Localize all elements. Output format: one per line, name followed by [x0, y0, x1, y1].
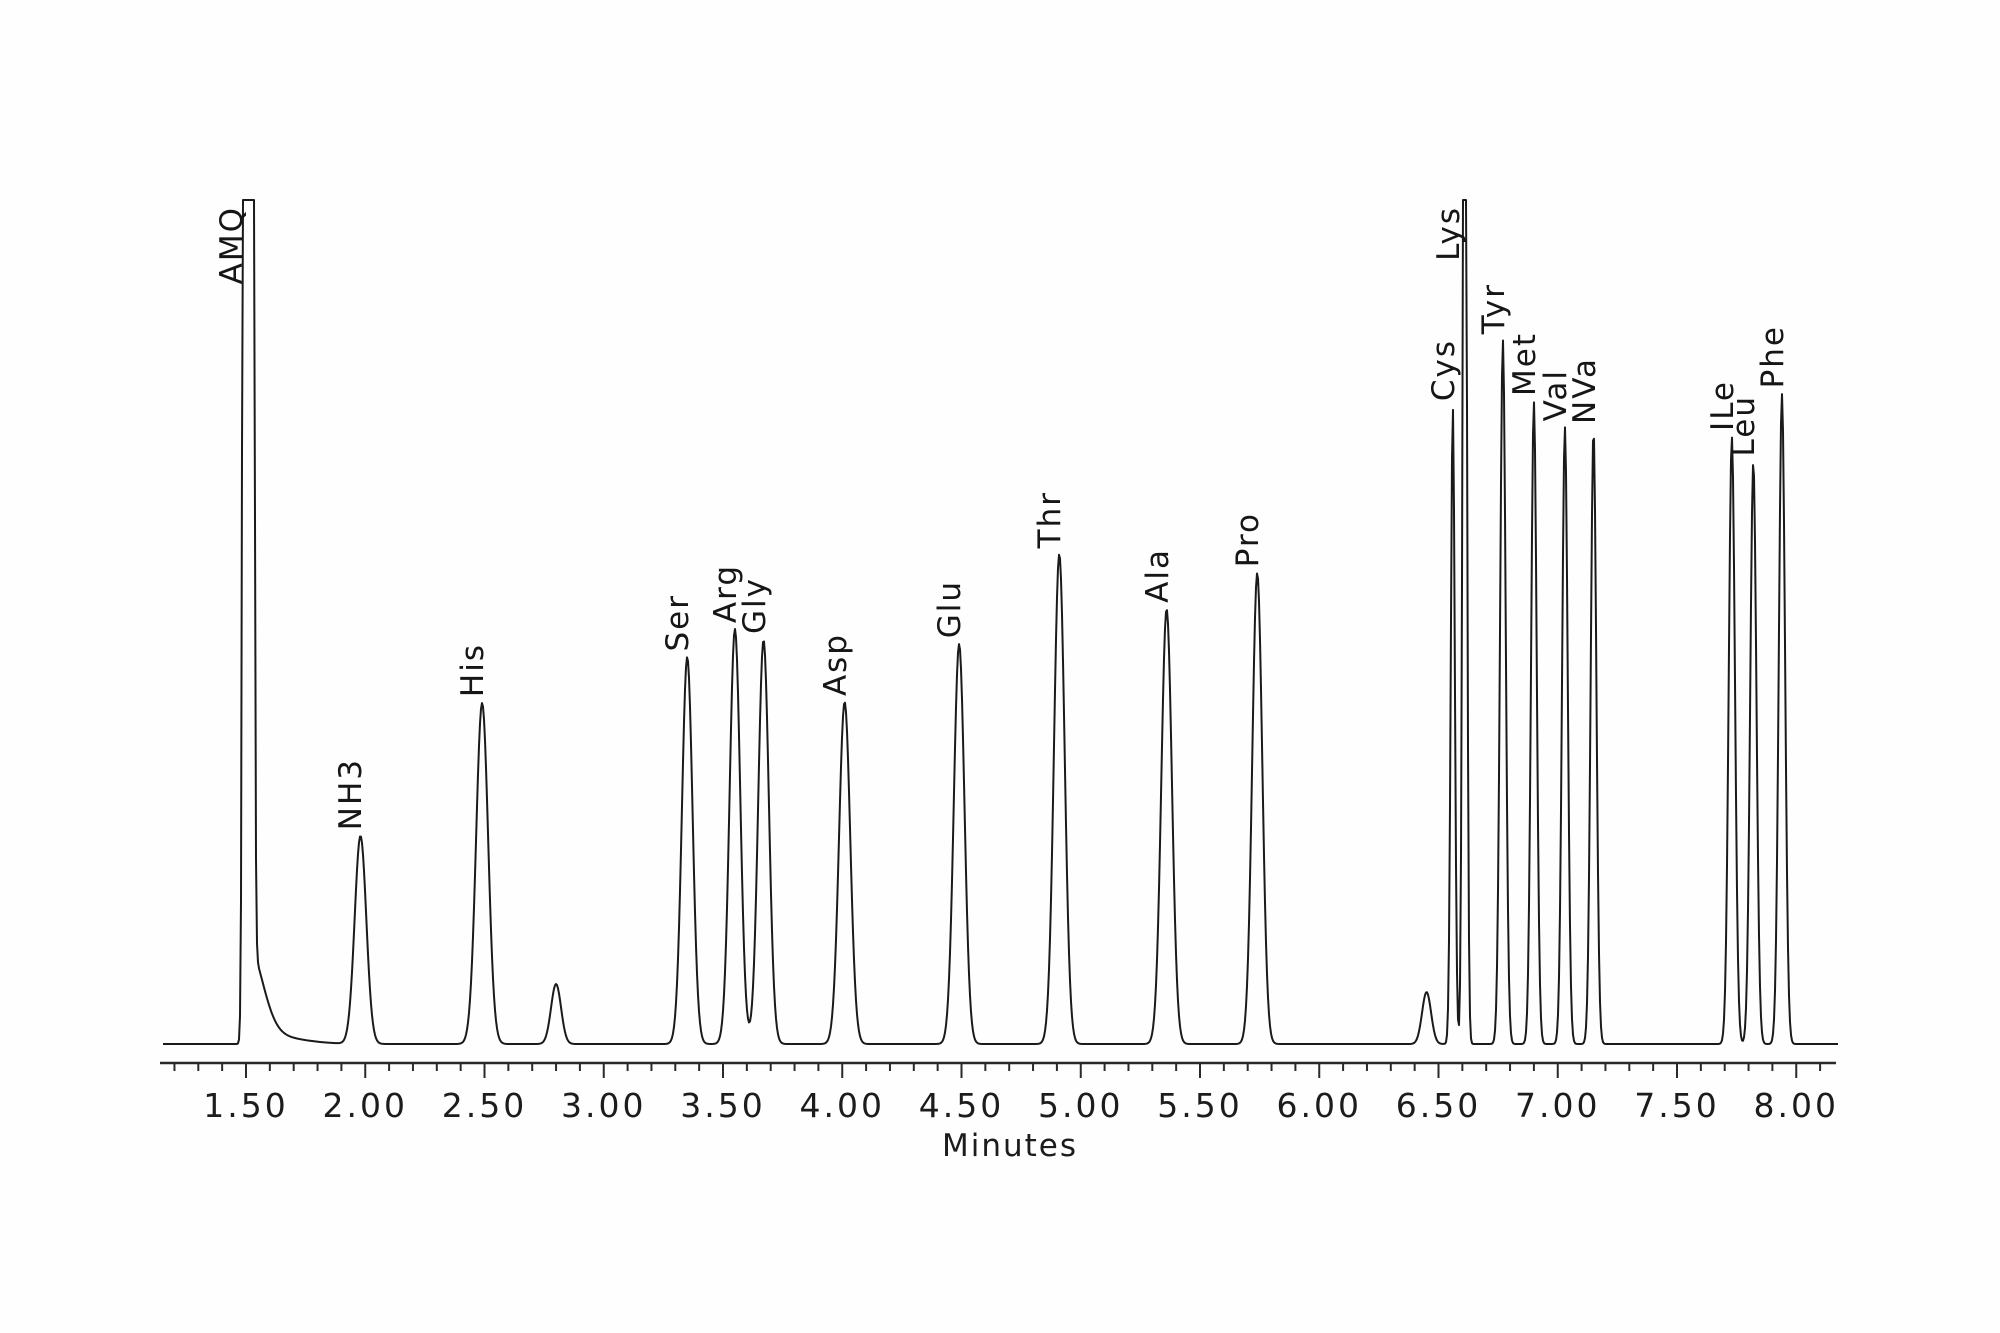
x-tick-label-3.50: 3.50 [680, 1086, 766, 1125]
x-tick-label-6.00: 6.00 [1276, 1086, 1362, 1125]
peak-label-amq: AMQ [214, 206, 251, 285]
x-tick-label-8.00: 8.00 [1753, 1086, 1839, 1125]
x-tick-label-4.00: 4.00 [799, 1086, 885, 1125]
x-tick-label-7.50: 7.50 [1634, 1086, 1720, 1125]
peak-label-lys: Lys [1430, 206, 1467, 261]
peak-label-gly: Gly [736, 577, 773, 634]
peak-label-ser: Ser [660, 593, 697, 652]
peak-label-asp: Asp [817, 632, 854, 696]
x-tick-label-2.50: 2.50 [441, 1086, 528, 1125]
peak-label-ala: Ala [1139, 548, 1176, 603]
x-tick-label-5.00: 5.00 [1038, 1086, 1124, 1125]
x-tick-label-6.50: 6.50 [1395, 1086, 1482, 1125]
x-tick-label-4.50: 4.50 [918, 1086, 1005, 1125]
peak-label-pro: Pro [1230, 511, 1267, 567]
peak-label-met: Met [1506, 332, 1543, 396]
x-tick-label-3.00: 3.00 [561, 1086, 647, 1125]
x-tick-label-1.50: 1.50 [203, 1086, 289, 1125]
peak-label-nh3: NH3 [333, 757, 370, 830]
peak-label-his: His [455, 642, 492, 697]
x-tick-label-7.00: 7.00 [1515, 1086, 1601, 1125]
x-tick-label-5.50: 5.50 [1157, 1086, 1243, 1125]
peak-label-leu: Leu [1726, 394, 1763, 456]
peak-label-tyr: Tyr [1475, 282, 1512, 334]
signal-path [163, 199, 1838, 1045]
x-axis-title: Minutes [941, 1128, 1079, 1164]
peak-label-thr: Thr [1032, 490, 1069, 548]
peak-label-cys: Cys [1425, 338, 1462, 401]
peak-label-glu: Glu [932, 579, 969, 638]
peak-label-nva: NVa [1566, 357, 1603, 424]
x-tick-label-2.00: 2.00 [322, 1086, 408, 1125]
peak-label-phe: Phe [1754, 324, 1791, 388]
